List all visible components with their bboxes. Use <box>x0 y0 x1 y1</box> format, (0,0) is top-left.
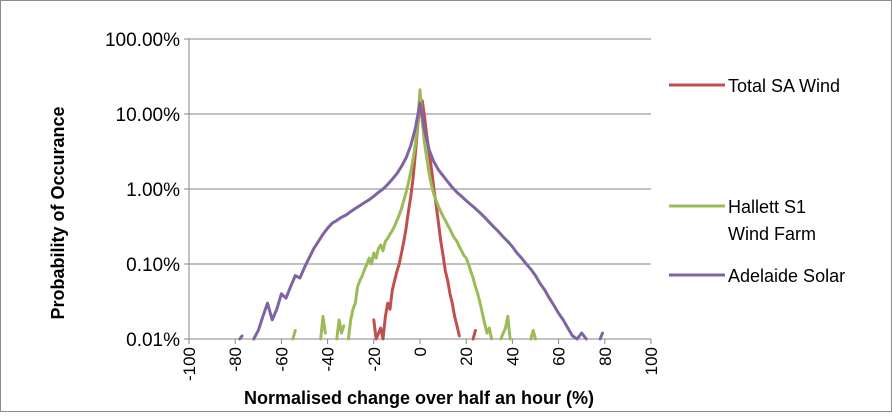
series-line-2 <box>252 101 588 341</box>
y-tick-label: 0.01% <box>126 330 180 351</box>
legend-label: Total SA Wind <box>728 76 840 96</box>
series-segment-1-0 <box>291 329 297 341</box>
series-segment-1-3 <box>499 314 512 341</box>
x-tick-label: 20 <box>457 347 476 366</box>
series-segment-0-0 <box>471 329 477 341</box>
plot-lines <box>238 88 604 341</box>
x-tick-label: 60 <box>550 347 569 366</box>
legend: Total SA Wind Hallett S1 Wind Farm Adelaide… <box>669 76 845 286</box>
y-axis-label: Probability of Occurance <box>48 106 68 319</box>
x-axis: -100 -80 -60 -40 -20 0 20 40 60 80 100 <box>180 339 661 381</box>
legend-label: Hallett S1 Wind Farm <box>728 197 816 244</box>
legend-label: Adelaide Solar <box>728 266 845 286</box>
x-tick-label: -40 <box>319 347 338 372</box>
y-tick-label: 1.00% <box>126 180 180 201</box>
series-segment-1-2 <box>335 318 346 341</box>
x-tick-label: -80 <box>226 347 245 372</box>
series-segment-1-4 <box>529 329 537 341</box>
y-tick-label: 100.00% <box>105 30 180 51</box>
x-tick-label: 0 <box>411 347 430 356</box>
y-tick-label: 10.00% <box>116 105 181 126</box>
x-tick-label: -20 <box>365 347 384 372</box>
series-line-1 <box>346 88 494 341</box>
series-segment-2-1 <box>598 331 604 341</box>
x-tick-label: -60 <box>272 347 291 372</box>
y-tick-labels: 100.00% 10.00% 1.00% 0.10% 0.01% <box>105 30 180 351</box>
series-segment-2-0 <box>238 334 244 341</box>
x-tick-label: -100 <box>180 347 199 381</box>
x-axis-label: Normalised change over half an hour (%) <box>244 388 594 408</box>
grid-lines <box>184 38 651 340</box>
series-segment-1-1 <box>319 314 327 341</box>
x-tick-label: 100 <box>642 347 661 375</box>
x-tick-label: 40 <box>503 347 522 366</box>
x-tick-label: 80 <box>596 347 615 366</box>
y-tick-label: 0.10% <box>126 255 180 276</box>
